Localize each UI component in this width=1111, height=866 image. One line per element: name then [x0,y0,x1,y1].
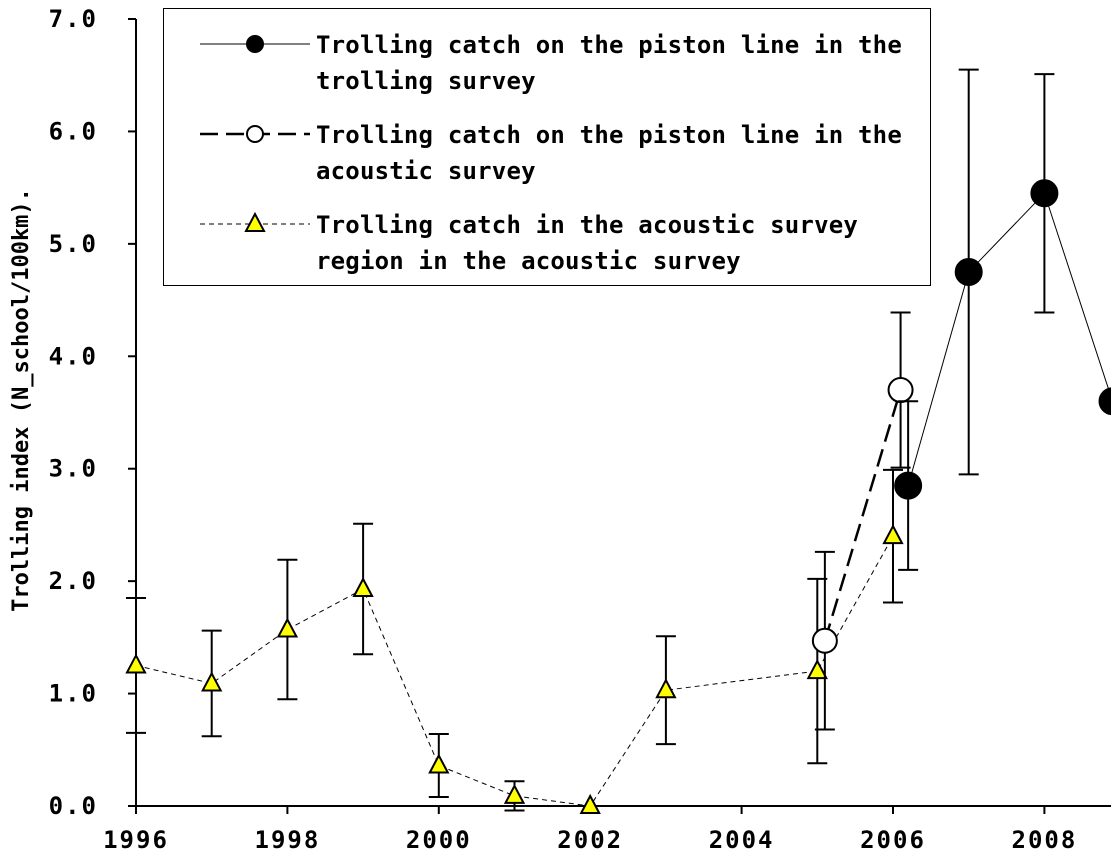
y-tick-label: 6.0 [49,117,98,145]
legend-swatch [200,35,310,53]
series-line [907,192,1111,486]
legend-item: Trolling catch in the acoustic survey re… [164,207,932,287]
marker [201,671,223,692]
series-line [823,389,902,642]
marker [806,658,828,680]
x-tick-label: 2002 [557,826,623,854]
marker [1030,179,1059,208]
marker [887,377,914,404]
x-tick-label: 2006 [860,826,926,854]
marker [655,678,677,699]
marker [276,617,299,638]
y-tick-label: 2.0 [49,567,98,595]
series-line [135,535,894,807]
marker [1098,387,1111,416]
y-tick-label: 5.0 [49,230,98,258]
marker [246,125,264,143]
x-tick-label: 1998 [255,826,321,854]
legend-swatch [200,125,310,143]
marker [954,257,983,286]
marker [428,753,450,774]
marker [246,35,264,53]
y-tick-label: 4.0 [49,342,98,370]
marker [244,211,266,232]
marker [503,783,526,804]
legend-item: Trolling catch on the piston line in the… [164,27,932,107]
marker [579,793,601,814]
y-tick-label: 7.0 [49,5,98,33]
y-axis-label: Trolling index (N_school/100km). [9,188,34,612]
legend: Trolling catch on the piston line in the… [163,8,931,286]
x-tick-label: 1996 [103,826,169,854]
marker [125,653,147,674]
marker [882,524,904,545]
y-tick-label: 1.0 [49,680,98,708]
legend-item: Trolling catch on the piston line in the… [164,117,932,197]
legend-label: Trolling catch in the acoustic survey re… [316,211,859,275]
marker [352,576,374,598]
marker [894,471,923,500]
y-tick-label: 0.0 [49,792,98,820]
x-tick-label: 2000 [406,826,472,854]
x-tick-label: 2004 [709,826,775,854]
legend-swatch [200,211,310,232]
legend-label: Trolling catch on the piston line in the… [316,121,902,185]
y-tick-label: 3.0 [49,455,98,483]
marker [811,627,838,654]
legend-label: Trolling catch on the piston line in the… [316,31,902,95]
x-tick-label: 2008 [1012,826,1078,854]
